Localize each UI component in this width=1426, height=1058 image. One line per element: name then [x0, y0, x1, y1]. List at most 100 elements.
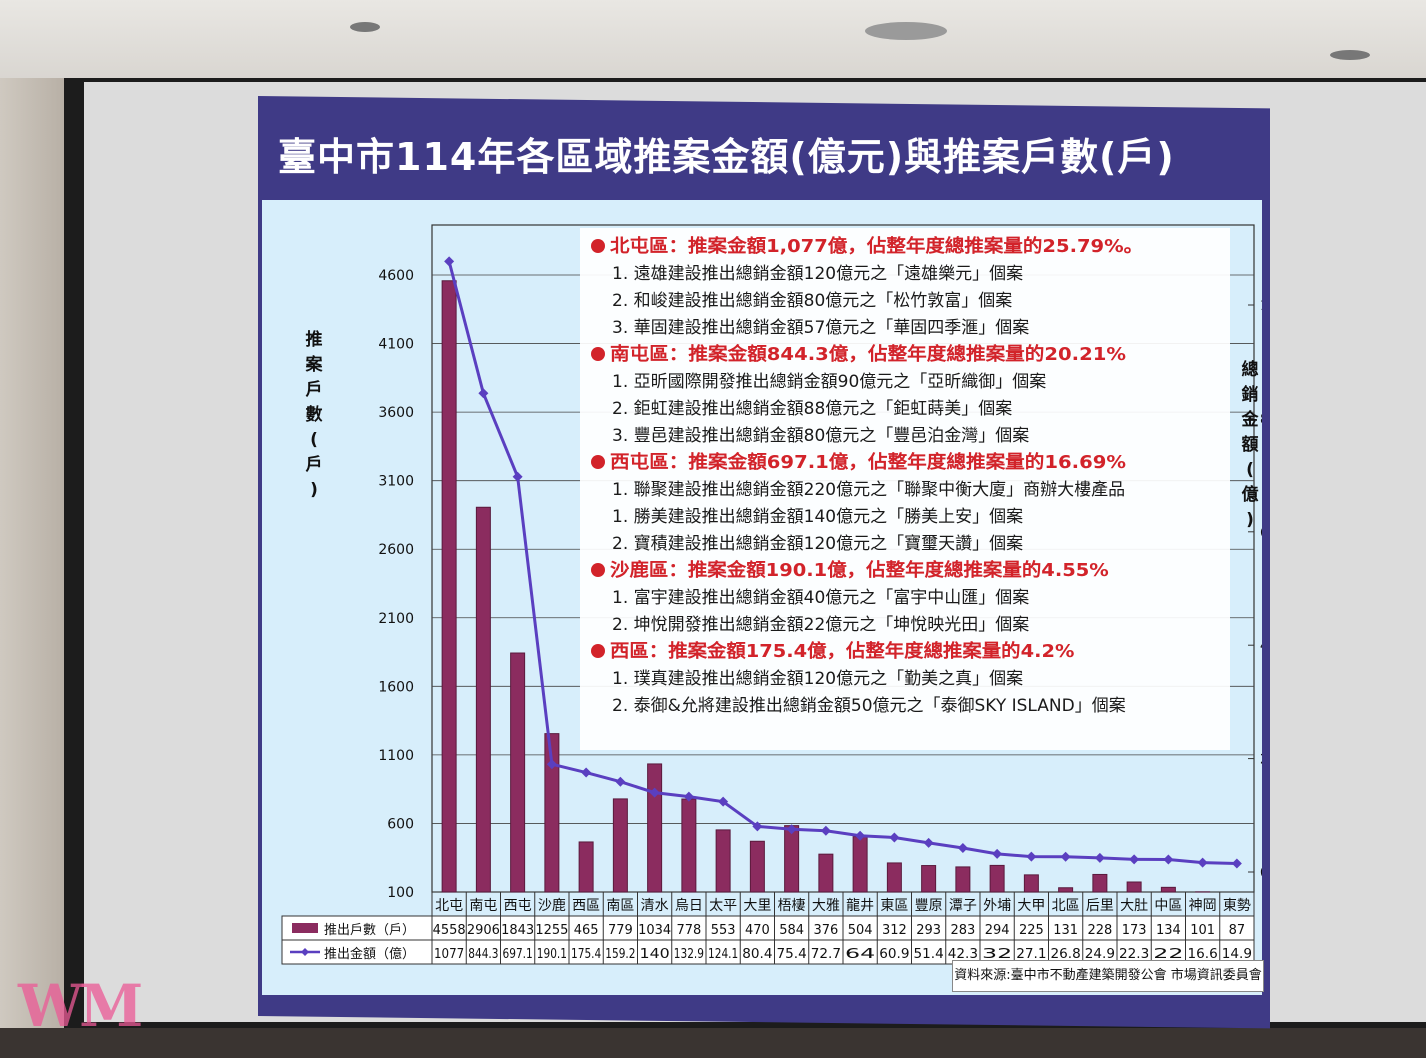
y2-tick-label: 200 [1260, 753, 1262, 768]
line-point [546, 759, 557, 770]
y-tick-label: 100 [387, 885, 414, 901]
line-point [683, 791, 694, 802]
data-table: 北屯 4558 1077 南屯 2906 844.3 西屯 1843 697.1 沙鹿 1255 19… [281, 892, 1255, 965]
line-point [1129, 854, 1140, 865]
table-cell-units: 225 [1019, 923, 1044, 938]
table-cell-amount: 844.3 [468, 947, 498, 962]
y-tick-label: 2600 [378, 542, 414, 558]
table-cell-amount: 132.9 [674, 947, 704, 962]
line-point [512, 471, 523, 482]
table-cell-amount: 72.7 [811, 947, 841, 962]
bar [1058, 887, 1074, 893]
category-label: 東區 [880, 898, 908, 914]
bar [749, 840, 765, 893]
ceiling [0, 0, 1426, 78]
annotation-item: 2. 和峻建設推出總銷金額80億元之「松竹敦富」個案 [612, 291, 1012, 311]
bar [989, 864, 1005, 893]
table-cell-amount: 51.4 [914, 947, 944, 962]
table-cell-units: 376 [813, 923, 838, 938]
table-cell-units: 470 [745, 923, 770, 938]
category-label: 潭子 [949, 897, 977, 914]
annotation-item: 1. 富宇建設推出總銷金額40億元之「富宇中山匯」個案 [612, 588, 1029, 608]
category-label: 南區 [606, 898, 634, 914]
y-axis-title-char: 戶 [306, 379, 323, 400]
bar [647, 763, 663, 893]
table-cell-amount: 14.9 [1222, 947, 1252, 962]
category-label: 西屯 [504, 898, 532, 914]
y2-axis-title-char: ( [1246, 460, 1254, 480]
table-cell-amount: 175.4 [571, 947, 601, 962]
table-cell-amount: 42.3 [948, 947, 978, 962]
annotation-heading: 北屯區：推案金額1,077億，佔整年度總推案量的25.79%。 [610, 235, 1143, 257]
y2-axis-title-char: 總 [1242, 359, 1259, 380]
y-axis-title-char: 戶 [306, 454, 323, 475]
y-tick-label: 600 [387, 816, 414, 832]
category-label: 太平 [709, 898, 737, 914]
bar [510, 652, 526, 893]
annotation-item: 3. 華固建設推出總銷金額57億元之「華固四季滙」個案 [612, 318, 1029, 338]
table-cell-amount: 16.6 [1188, 947, 1218, 962]
annotation-item: 2. 坤悅開發推出總銷金額22億元之「坤悅映光田」個案 [612, 615, 1029, 635]
table-cell-units: 4558 [433, 923, 466, 938]
line-series [444, 256, 1242, 869]
table-cell-units: 173 [1122, 923, 1147, 938]
line-point [1026, 851, 1037, 862]
legend-swatch-bar [292, 923, 318, 933]
line-point [718, 796, 729, 807]
category-label: 大里 [743, 898, 771, 914]
table-cell-units: 312 [882, 923, 907, 938]
line-point [478, 388, 489, 399]
table-cell-units: 87 [1229, 923, 1246, 938]
bullet-icon [591, 347, 605, 361]
annotation-item: 1. 璞真建設推出總銷金額120億元之「勤美之真」個案 [612, 669, 1023, 689]
bar [612, 798, 628, 893]
category-label: 沙鹿 [538, 897, 566, 914]
annotation-heading: 西區：推案金額175.4億，佔整年度總推案量的4.2% [610, 640, 1074, 662]
line-point [1094, 852, 1105, 863]
annotation-item: 1. 聯聚建設推出總銷金額220億元之「聯聚中衡大廈」商辦大樓產品 [612, 480, 1125, 500]
table-cell-units: 1034 [638, 923, 671, 938]
watermark-text: WM [18, 972, 143, 1040]
chart-svg: 100 600 1100 1600 2100 2600 3100 3600 4100 4600 0… [281, 224, 1293, 965]
table-cell-units: 779 [608, 923, 633, 938]
category-label: 北屯 [435, 898, 463, 914]
table-cell-units: 584 [779, 923, 804, 938]
category-label: 中區 [1154, 898, 1182, 914]
y-tick-label: 1600 [378, 679, 414, 695]
line-point [923, 837, 934, 848]
bar [921, 865, 937, 893]
source-note: 資料來源:臺中市不動產建築開發公會 市場資訊委員會 [952, 960, 1264, 992]
y2-axis-title-char: 億 [1242, 484, 1259, 505]
table-cell-amount: 75.4 [777, 947, 807, 962]
line-point [752, 821, 763, 832]
category-label: 南屯 [469, 898, 497, 914]
y-tick-label: 2100 [378, 611, 414, 627]
category-label: 神岡 [1189, 898, 1217, 914]
slide-title: 臺中市114年各區域推案金額(億元)與推案戶數(戶) [278, 135, 1175, 179]
bar [852, 836, 868, 893]
table-cell-amount: 26.8 [1051, 947, 1081, 962]
table-cell-amount: 22.3 [1119, 947, 1149, 962]
annotation-bg [580, 228, 1230, 750]
line-point [1060, 851, 1071, 862]
category-label: 烏日 [675, 897, 703, 914]
category-label: 清水 [641, 898, 669, 914]
series-line [447, 260, 1237, 866]
category-label: 大肚 [1120, 898, 1148, 914]
y2-tick-label: 1000 [1260, 299, 1262, 314]
line-point [1197, 857, 1208, 868]
wall [0, 78, 64, 1058]
y-tick-label: 1100 [378, 748, 414, 764]
y-tick-label: 3100 [378, 474, 414, 490]
category-label: 西區 [572, 898, 600, 914]
annotation-heading: 沙鹿區：推案金額190.1億，佔整年度總推案量的4.55% [610, 559, 1109, 581]
y2-tick-label: 600 [1260, 526, 1262, 541]
table-cell-amount: 697.1 [503, 947, 533, 962]
annotation-item: 2. 泰御&允將建設推出總銷金額50億元之「泰御SKY ISLAND」個案 [612, 696, 1126, 716]
bar [681, 798, 697, 893]
table-cell-units: 465 [574, 923, 599, 938]
table-cell-amount: 1077 [434, 947, 464, 962]
bar [1126, 881, 1142, 893]
category-label: 北區 [1052, 898, 1080, 914]
y2-axis-title-char: ) [1246, 510, 1254, 530]
